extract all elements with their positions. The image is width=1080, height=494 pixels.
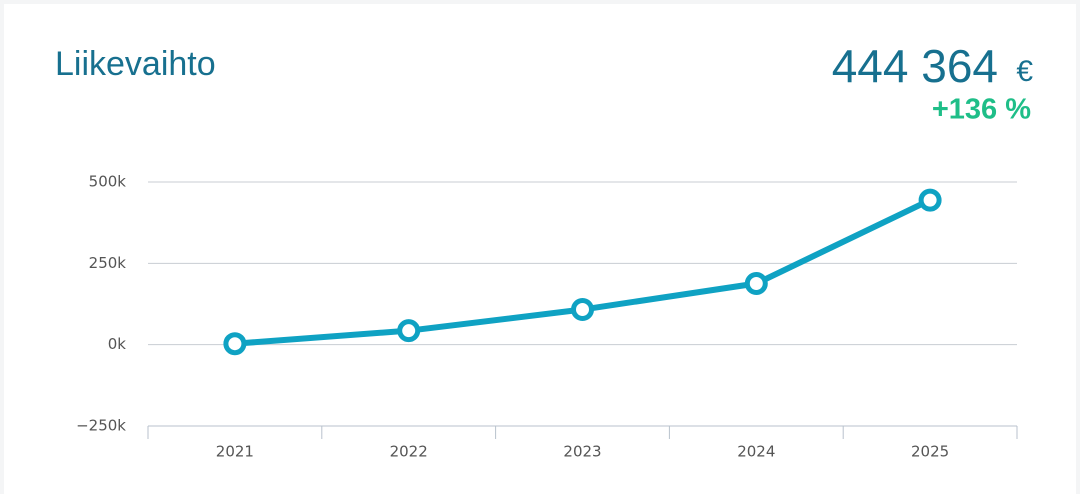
x-tick-label: 2022 xyxy=(390,443,428,461)
point xyxy=(571,298,594,322)
x-tick-label: 2025 xyxy=(911,443,949,461)
chart-title: Liikevaihto xyxy=(55,45,216,83)
headline-change: +136 % xyxy=(932,94,1031,126)
y-tick-label: 0k xyxy=(108,335,127,353)
point xyxy=(223,332,247,356)
x-tick-label: 2021 xyxy=(216,443,254,461)
point xyxy=(744,272,768,296)
point xyxy=(397,319,421,343)
card xyxy=(4,4,1076,494)
headline-value: 444 364 xyxy=(832,40,998,92)
x-tick-label: 2023 xyxy=(563,443,601,461)
y-tick-label: −250k xyxy=(76,417,126,435)
point xyxy=(918,188,942,212)
x-tick-label: 2024 xyxy=(737,443,775,461)
headline-unit: € xyxy=(1016,55,1033,88)
y-tick-label: 250k xyxy=(89,254,127,272)
y-tick-label: 500k xyxy=(89,173,127,191)
